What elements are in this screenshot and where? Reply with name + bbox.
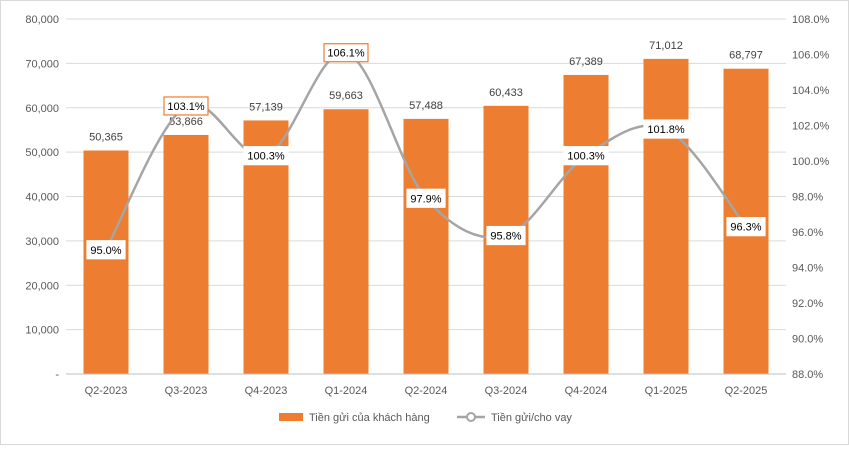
right-tick-label: 100.0% [792,156,830,168]
x-tick-label: Q3-2023 [165,385,208,397]
line-data-labels: 95.0% 103.1% 100.3% 106.1% 97.9% 95.8% 100.3% 1… [86,43,766,260]
bar-data-labels: 50,365 53,866 57,139 59,663 57,488 60,433 67,3… [89,40,763,144]
left-tick-label: 80,000 [25,14,59,26]
left-tick-label: 70,000 [25,58,59,70]
x-tick-label: Q3-2024 [485,385,528,397]
bar-value-label: 57,139 [249,101,283,113]
left-tick-label: 40,000 [25,192,59,204]
bar [563,74,609,375]
left-tick-label: 50,000 [25,147,59,159]
right-tick-label: 104.0% [792,85,830,97]
line-value-label: 100.3% [247,151,285,163]
line-label-box [243,146,289,166]
bar [83,150,129,374]
line-label-box [323,43,369,63]
line-label-box [643,119,689,139]
left-tick-label: 10,000 [25,325,59,337]
bar-value-label: 53,866 [169,116,203,128]
legend-swatch-bar [279,413,303,421]
line-label-box [726,217,766,237]
left-tick-label: 60,000 [25,103,59,115]
line-label-box [486,225,526,246]
x-axis: Q2-2023 Q3-2023 Q4-2023 Q1-2024 Q2-2024 Q3-20… [66,373,786,397]
x-tick-label: Q2-2024 [405,385,448,397]
legend-label-line: Tiền gửi/cho vay [491,412,572,424]
bar-value-label: 71,012 [649,40,683,52]
bar [403,118,449,374]
line-label-box [163,96,209,116]
right-tick-label: 102.0% [792,121,830,133]
line-label-box [406,188,446,208]
bar [323,109,369,375]
x-tick-label: Q4-2024 [565,385,608,397]
x-tick-label: Q2-2023 [85,385,128,397]
bar-value-label: 60,433 [489,87,523,99]
left-tick-label: 20,000 [25,280,59,292]
legend: Tiền gửi của khách hàng Tiền gửi/cho vay [279,412,572,424]
line-value-label: 95.8% [490,231,521,243]
left-tick-label: 30,000 [25,236,59,248]
line-label-box [86,240,126,260]
bar [163,134,209,374]
line-value-label: 97.9% [410,193,441,205]
right-tick-label: 92.0% [792,298,823,310]
right-tick-label: 88.0% [792,369,823,381]
legend-swatch-marker [466,412,476,422]
legend-label-bar: Tiền gửi của khách hàng [309,412,430,424]
right-tick-label: 108.0% [792,14,830,26]
line-value-label: 101.8% [647,124,685,136]
bar [643,58,689,375]
line-label-box [563,146,609,166]
x-tick-label: Q2-2025 [725,385,768,397]
line-value-label: 103.1% [167,101,205,113]
left-axis: - 10,000 20,000 30,000 40,000 50,000 60,000 70,… [25,14,59,381]
left-tick-label: - [55,369,59,381]
line-value-label: 96.3% [730,222,761,234]
line-value-label: 106.1% [327,48,365,60]
bar-value-label: 59,663 [329,90,363,102]
right-tick-label: 106.0% [792,50,830,62]
x-tick-label: Q1-2024 [325,385,368,397]
right-axis: 88.0% 90.0% 92.0% 94.0% 96.0% 98.0% 100.0% 102.… [792,14,830,381]
x-tick-label: Q4-2023 [245,385,288,397]
bar-value-label: 50,365 [89,132,123,144]
line-value-label: 95.0% [90,245,121,257]
bar-value-label: 67,389 [569,56,603,68]
right-tick-label: 94.0% [792,263,823,275]
line-value-label: 100.3% [567,151,605,163]
right-tick-label: 96.0% [792,227,823,239]
right-tick-label: 98.0% [792,192,823,204]
right-tick-label: 90.0% [792,334,823,346]
bar-value-label: 57,488 [409,100,443,112]
bar-value-label: 68,797 [729,50,763,62]
x-tick-label: Q1-2025 [645,385,688,397]
